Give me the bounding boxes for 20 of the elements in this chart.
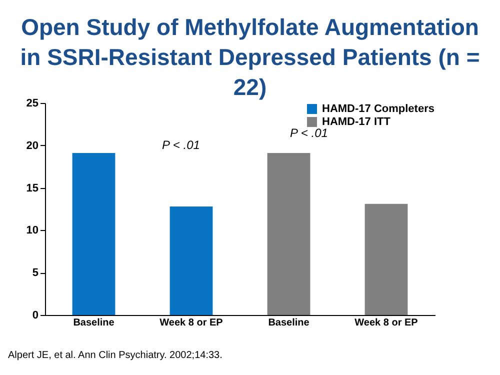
annotation: P < .01 [162,138,200,152]
y-tick-label: 10 [26,224,38,237]
y-tick-label: 15 [26,182,38,194]
legend-label: HAMD-17 Completers [322,103,434,115]
x-tick-label: Baseline [268,318,310,328]
bar [170,206,213,315]
x-tick-label: Week 8 or EP [354,318,418,328]
x-tick-label: Week 8 or EP [160,318,224,328]
text: Alpert JE, et al. Ann Clin Psychiatry. 2002;14:33. [8,350,222,361]
bar [267,153,310,315]
y-tick-label: 5 [32,267,38,280]
legend-label: HAMD-17 ITT [322,116,391,128]
y-tick-label: 20 [26,140,38,152]
x-tick-label: Baseline [73,318,115,328]
bar [364,204,408,315]
annotation: P < .01 [290,126,328,140]
y-tick-label: 25 [26,98,38,110]
bar [72,153,116,315]
y-tick-label: 0 [32,310,38,322]
chart-title: Open Study of Methylfolate Augmentation in SSRI-Resistant Depressed Patients (n = 22) [20,14,480,100]
